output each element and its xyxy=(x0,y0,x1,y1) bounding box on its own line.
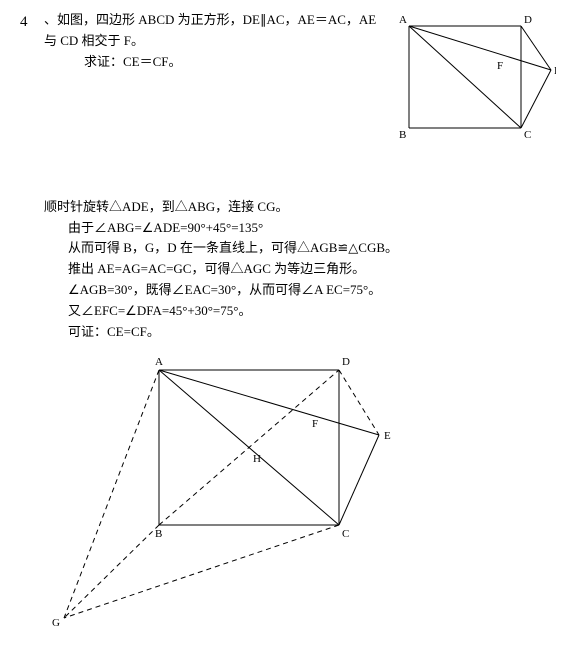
solution-line-5: ∠AGB=30°，既得∠EAC=30°，从而可得∠A EC=75°。 xyxy=(68,280,556,301)
solution-block: 顺时针旋转△ADE，到△ABG，连接 CG。 由于∠ABG=∠ADE=90°+4… xyxy=(20,197,556,343)
problem-line2: 求证：CE＝CF。 xyxy=(44,52,381,73)
svg-text:C: C xyxy=(524,129,531,140)
problem-line1: 、如图，四边形 ABCD 为正方形，DE∥AC，AE＝AC，AE 与 CD 相交… xyxy=(44,10,381,52)
solution-line-2: 由于∠ABG=∠ADE=90°+45°=135° xyxy=(68,218,556,239)
figure-top-svg: A D B C E F xyxy=(391,10,556,140)
svg-text:H: H xyxy=(253,453,261,465)
figure-top: A D B C E F xyxy=(391,10,556,147)
svg-text:A: A xyxy=(155,356,163,368)
figure-bottom-svg: A D B C E F H G xyxy=(44,350,404,630)
svg-text:E: E xyxy=(384,430,391,442)
svg-text:F: F xyxy=(497,60,503,72)
figure-bottom: A D B C E F H G xyxy=(20,350,556,637)
solution-line-3: 从而可得 B，G，D 在一条直线上，可得△AGB≌△CGB。 xyxy=(68,238,556,259)
svg-text:D: D xyxy=(524,14,532,26)
solution-line-1: 顺时针旋转△ADE，到△ABG，连接 CG。 xyxy=(44,197,556,218)
solution-line-7: 可证：CE=CF。 xyxy=(68,322,556,343)
sep: 、 xyxy=(44,12,57,27)
svg-text:B: B xyxy=(399,129,406,140)
solution-line-4: 推出 AE=AG=AC=GC，可得△AGC 为等边三角形。 xyxy=(68,259,556,280)
svg-text:F: F xyxy=(312,418,318,430)
svg-text:B: B xyxy=(155,528,162,540)
svg-text:G: G xyxy=(52,617,60,629)
svg-text:D: D xyxy=(342,356,350,368)
solution-line-6: 又∠EFC=∠DFA=45°+30°=75°。 xyxy=(68,301,556,322)
svg-text:C: C xyxy=(342,528,349,540)
problem-text-1: 如图，四边形 ABCD 为正方形，DE∥AC，AE＝AC，AE 与 CD 相交于… xyxy=(44,12,376,48)
problem-number: 4 xyxy=(20,10,44,147)
svg-text:E: E xyxy=(554,65,556,77)
svg-text:A: A xyxy=(399,14,407,26)
